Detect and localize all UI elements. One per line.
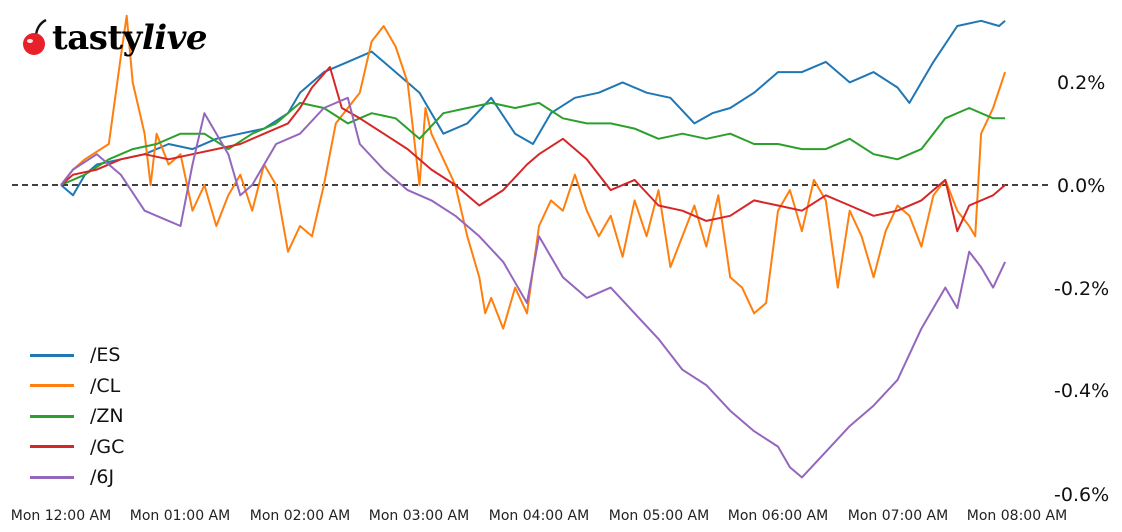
x-tick-label: Mon 04:00 AM xyxy=(488,508,590,524)
y-tick-label: -0.2% xyxy=(1054,278,1110,300)
y-tick-label: 0.0% xyxy=(1057,175,1106,197)
legend-label: /CL xyxy=(90,374,121,397)
legend-item-gc[interactable]: /GC xyxy=(30,432,124,463)
x-tick-label: Mon 08:00 AM xyxy=(966,508,1068,524)
legend: /ES /CL /ZN /GC /6J xyxy=(30,340,124,493)
legend-item-6j[interactable]: /6J xyxy=(30,462,124,493)
tastylive-logo: tastylive xyxy=(20,16,208,60)
series-line-cl xyxy=(60,14,1007,330)
legend-swatch xyxy=(30,414,74,418)
y-tick-label: 0.2% xyxy=(1057,72,1106,94)
x-tick-label: Mon 05:00 AM xyxy=(608,508,710,524)
legend-label: /6J xyxy=(90,466,115,489)
series-layer xyxy=(60,14,1007,479)
x-tick-label: Mon 02:00 AM xyxy=(249,508,351,524)
legend-swatch xyxy=(30,445,74,449)
legend-item-cl[interactable]: /CL xyxy=(30,371,124,402)
legend-label: /GC xyxy=(90,435,125,458)
series-line-es xyxy=(60,19,1006,197)
series-line-zn xyxy=(60,101,1006,186)
legend-item-zn[interactable]: /ZN xyxy=(30,401,124,432)
series-line-6j xyxy=(60,96,1007,479)
x-tick-label: Mon 07:00 AM xyxy=(847,508,949,524)
legend-swatch xyxy=(30,384,74,388)
legend-label: /ZN xyxy=(90,405,124,428)
x-tick-label: Mon 01:00 AM xyxy=(129,508,231,524)
legend-item-es[interactable]: /ES xyxy=(30,340,124,371)
x-tick-label: Mon 06:00 AM xyxy=(727,508,829,524)
legend-label: /ES xyxy=(90,344,121,367)
logo-text-bold: tasty xyxy=(52,18,142,58)
legend-swatch xyxy=(30,353,74,357)
y-tick-label: -0.4% xyxy=(1054,380,1110,402)
x-tick-label: Mon 12:00 AM xyxy=(10,508,112,524)
series-line-gc xyxy=(60,66,1006,233)
y-tick-label: -0.6% xyxy=(1054,484,1110,506)
legend-swatch xyxy=(30,475,74,479)
logo-wordmark: tastylive xyxy=(52,18,208,58)
logo-text-italic: live xyxy=(141,18,208,58)
x-tick-label: Mon 03:00 AM xyxy=(368,508,470,524)
cherry-icon xyxy=(23,19,47,55)
